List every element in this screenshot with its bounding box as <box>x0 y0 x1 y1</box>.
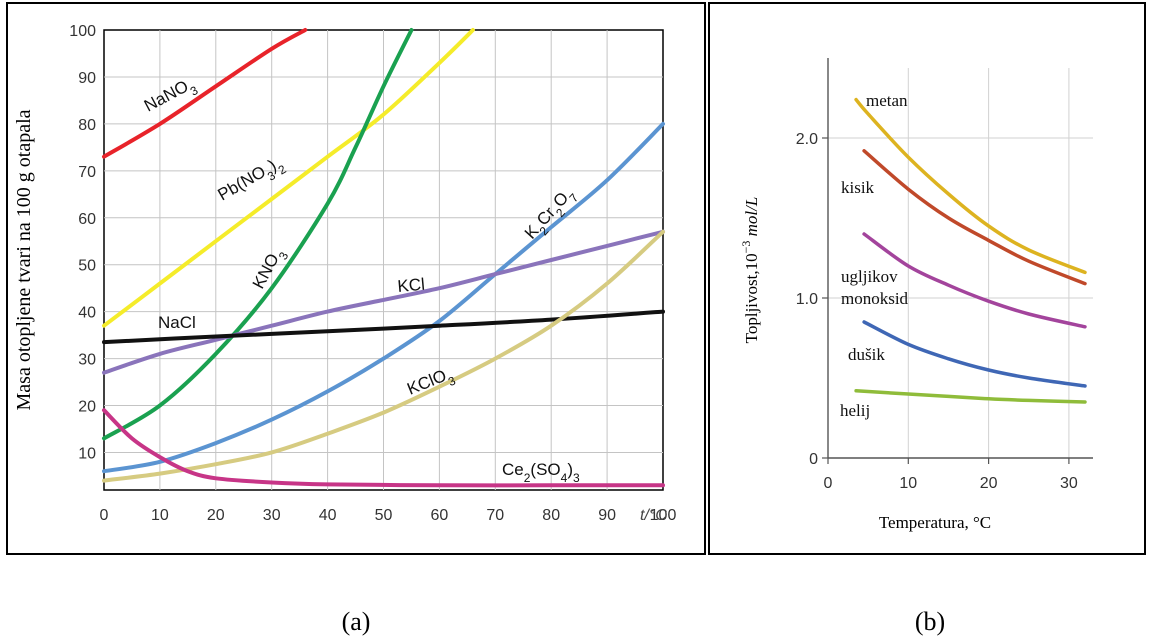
panel-b-series-metan <box>854 97 1087 275</box>
panel-a-grid <box>104 30 663 490</box>
panel-b-ytick-label: 1.0 <box>796 291 818 308</box>
panel-b-ytick-label: 2.0 <box>796 131 818 148</box>
panel-a-xtick-label: 40 <box>319 507 337 524</box>
panel-a-label-part: NaCl <box>158 313 196 332</box>
panel-a-label-part: ) <box>567 460 573 479</box>
panel-a-frame <box>6 2 706 555</box>
panel-b-series-kisik <box>862 149 1087 286</box>
panel-b-label-ugljikov-monoksid: ugljikov <box>841 267 898 286</box>
panel-b-series-du-ik <box>862 320 1087 388</box>
panel-b-ylabel-exp: −3 <box>739 241 753 254</box>
panel-a-series-kcl <box>102 229 665 375</box>
panel-a-tick-labels: 0 10 20 30 40 50 60 70 80 90 100 10 20 30 40 50 60 70 80 90… <box>69 23 676 524</box>
panel-b-frame <box>708 2 1146 555</box>
panel-b-label-ugljikov-monoksid: monoksid <box>841 289 909 308</box>
panel-a-xtick-label: 90 <box>598 507 616 524</box>
panel-a-xtick-label: 0 <box>100 507 109 524</box>
panel-b-series <box>854 97 1087 404</box>
panel-a-ytick-label: 80 <box>78 117 96 134</box>
panel-a-ytick-label: 70 <box>78 164 96 181</box>
panel-b-xlabel: Temperatura, °C <box>879 513 991 532</box>
panel-a-label-part: Ce <box>502 460 524 479</box>
panel-a-series-kno3 <box>102 28 414 441</box>
panel-a-xtick-label: 60 <box>431 507 449 524</box>
panel-a-xtick-label: 50 <box>375 507 393 524</box>
panel-b-label-du-ik: dušik <box>848 345 885 364</box>
panel-b-series-ugljikov-monoksid <box>862 232 1087 329</box>
panel-a-ytick-label: 50 <box>78 258 96 275</box>
panel-b-ylabel-text: Topljivost,10 <box>742 253 761 343</box>
panel-a-series-pb-no3-2 <box>102 28 475 328</box>
panel-a-series-k2cr2o7 <box>102 121 665 474</box>
panel-a-series <box>102 28 665 488</box>
panel-a-ytick-label: 90 <box>78 70 96 87</box>
panel-a-label-kcl: KCl <box>397 275 426 296</box>
panel-a-label-ce2-so4-3: Ce2(SO4)3 <box>502 460 580 485</box>
panel-b-ylabel-unit: mol/L <box>742 197 761 241</box>
panel-a-label-part: 3 <box>446 373 458 389</box>
panel-a-xlabel: t/°C <box>640 507 667 524</box>
panel-a-label-part: 3 <box>573 471 580 485</box>
panel-a-ytick-label: 10 <box>78 445 96 462</box>
panel-a-xtick-label: 10 <box>151 507 169 524</box>
panel-b-label-helij: helij <box>840 401 870 420</box>
panel-a-xtick-label: 70 <box>486 507 504 524</box>
panel-a-ytick-label: 60 <box>78 211 96 228</box>
panel-a-xtick-label: 30 <box>263 507 281 524</box>
panel-a-series-ce2-so4-3 <box>102 408 665 488</box>
panel-b-xtick-label: 10 <box>899 475 917 492</box>
panel-b-ylabel: Topljivost,10−3 mol/L <box>739 197 761 344</box>
panel-a-label-part: (SO <box>530 460 560 479</box>
panel-a-series-kclo3 <box>102 229 665 483</box>
panel-b-xtick-label: 30 <box>1060 475 1078 492</box>
panel-b-caption: (b) <box>915 607 945 636</box>
panel-a-label-part: 2 <box>524 471 531 485</box>
panel-a-label-nacl: NaCl <box>158 313 196 332</box>
panel-a-xtick-label: 80 <box>542 507 560 524</box>
panel-a-label-part: KCl <box>397 275 426 296</box>
panel-a-ytick-label: 30 <box>78 352 96 369</box>
panel-a-ylabel: Masa otopljene tvari na 100 g otapala <box>13 109 35 410</box>
panel-b-xtick-label: 20 <box>980 475 998 492</box>
panel-a-ytick-label: 20 <box>78 399 96 416</box>
panel-a-series-nano3 <box>102 28 308 159</box>
panel-a-xtick-label: 20 <box>207 507 225 524</box>
panel-b-label-kisik: kisik <box>841 178 875 197</box>
panel-a-xtick-label: 100 <box>650 507 677 524</box>
panel-a-ytick-label: 40 <box>78 305 96 322</box>
panel-b-axes <box>822 58 1093 464</box>
panel-b-label-metan: metan <box>866 91 908 110</box>
panel-b-ytick-label: 0 <box>809 451 818 468</box>
panel-b-series-labels: metan kisik ugljikov monoksid dušik helij <box>840 91 909 420</box>
panel-a-label-part: 4 <box>561 471 568 485</box>
panel-b-tick-labels: 0 10 20 30 0 1.0 2.0 <box>796 131 1078 492</box>
panel-b-xtick-label: 0 <box>824 475 833 492</box>
panel-a-ytick-label: 100 <box>69 23 96 40</box>
panel-a-caption: (a) <box>342 607 371 636</box>
panel-b-series-helij <box>854 389 1087 404</box>
